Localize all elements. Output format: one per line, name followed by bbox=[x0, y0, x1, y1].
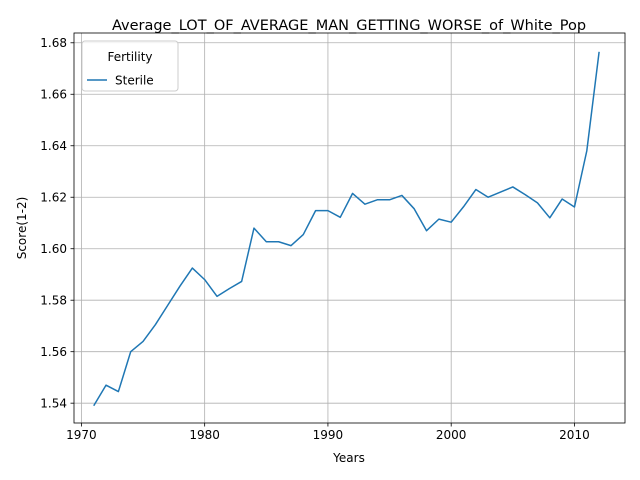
x-axis-label: Years bbox=[332, 451, 365, 465]
chart-title: Average_LOT_OF_AVERAGE_MAN_GETTING_WORSE… bbox=[112, 18, 586, 34]
y-tick-label: 1.54 bbox=[40, 396, 67, 410]
y-tick-label: 1.56 bbox=[40, 345, 67, 359]
x-tick-label: 2010 bbox=[559, 428, 590, 442]
x-axis: 1970 1980 1990 2000 2010 bbox=[66, 423, 590, 442]
series-layer bbox=[93, 51, 600, 407]
plot-frame bbox=[73, 32, 626, 424]
y-tick-label: 1.60 bbox=[40, 242, 67, 256]
x-tick-label: 1990 bbox=[313, 428, 344, 442]
y-tick-label: 1.62 bbox=[40, 191, 67, 205]
y-tick-label: 1.68 bbox=[40, 36, 67, 50]
legend-title: Fertility bbox=[107, 50, 152, 64]
y-tick-label: 1.58 bbox=[40, 294, 67, 308]
y-tick-label: 1.64 bbox=[40, 139, 67, 153]
grid bbox=[74, 33, 625, 423]
legend-box bbox=[81, 40, 179, 92]
series-line-sterile bbox=[93, 51, 600, 407]
legend: Fertility Sterile bbox=[81, 40, 179, 92]
x-tick-label: 1980 bbox=[189, 428, 220, 442]
y-axis-label: Score(1-2) bbox=[15, 197, 29, 260]
y-tick-label: 1.66 bbox=[40, 88, 67, 102]
x-tick-label: 2000 bbox=[436, 428, 467, 442]
x-tick-label: 1970 bbox=[66, 428, 97, 442]
legend-label-sterile: Sterile bbox=[115, 74, 154, 88]
y-axis: 1.54 1.56 1.58 1.60 1.62 1.64 1.66 1.68 bbox=[40, 36, 74, 410]
